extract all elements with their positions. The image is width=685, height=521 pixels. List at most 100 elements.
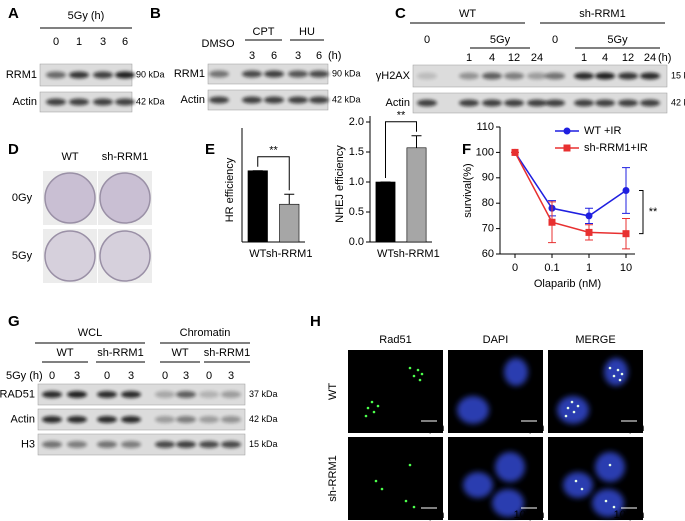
focus	[364, 414, 368, 418]
marker	[585, 212, 593, 220]
blot-label: Actin	[13, 96, 37, 108]
focus	[576, 404, 580, 408]
group-label: WT	[56, 347, 73, 359]
group-label: sh-RRM1	[204, 347, 250, 359]
band	[527, 99, 547, 107]
row-label: 5Gy	[12, 250, 33, 262]
focus	[366, 406, 370, 410]
marker	[548, 218, 556, 226]
series-line	[514, 151, 627, 217]
blot-label: Actin	[386, 97, 410, 109]
band	[264, 96, 284, 104]
blot-size: 15 kDa	[249, 439, 278, 449]
blot-size: 15 kDa	[671, 70, 685, 80]
column-label: MERGE	[575, 334, 615, 346]
focus	[604, 499, 608, 503]
y-tick-label: 1.0	[349, 176, 364, 188]
column-label: sh-RRM1	[102, 151, 148, 163]
dose-label: 0	[424, 34, 430, 46]
y-tick-label: 80	[482, 197, 494, 209]
bar	[375, 181, 396, 243]
lane-label: 4	[602, 52, 608, 64]
x-tick-label: sh-RRM1	[266, 248, 312, 260]
focus	[412, 505, 416, 509]
y-tick-label: 2.0	[349, 116, 364, 128]
band	[93, 71, 113, 79]
x-tick-label: 0	[512, 262, 518, 274]
scale-bar-label: 10 μm	[414, 422, 445, 434]
focus	[612, 505, 616, 509]
band	[221, 441, 241, 448]
lane-label: 1	[581, 52, 587, 64]
control: DMSO	[202, 38, 235, 50]
blot-size: 42 kDa	[332, 94, 361, 104]
band	[504, 72, 524, 80]
band	[121, 391, 141, 398]
blot-size: 42 kDa	[671, 97, 685, 107]
y-tick-label: 0.5	[349, 206, 364, 218]
group-label: WT	[459, 8, 476, 20]
band	[527, 72, 547, 80]
scale-bar-label: 10 μm	[514, 422, 545, 434]
blot-label: H3	[21, 438, 35, 450]
significance-bracket	[639, 190, 644, 235]
lane-label: 0	[49, 370, 55, 382]
annotation: **	[397, 110, 406, 122]
blot-size: 42 kDa	[249, 414, 278, 424]
dose-label: 0	[552, 34, 558, 46]
significance-bracket	[257, 156, 290, 191]
band	[545, 99, 565, 107]
band	[482, 99, 502, 107]
y-axis-label: NHEJ efficiency	[334, 145, 346, 223]
panel-label: H	[310, 313, 321, 330]
blot	[37, 433, 246, 456]
band	[199, 441, 219, 448]
x-tick-label: WT	[249, 248, 266, 260]
lane-label: 1	[76, 36, 82, 48]
focus	[380, 487, 384, 491]
band	[288, 96, 308, 104]
legend-marker	[563, 127, 571, 135]
micrograph	[348, 350, 443, 433]
panel-label: C	[395, 5, 406, 22]
dose-label: 5Gy	[490, 34, 511, 46]
panel-label: D	[8, 141, 19, 158]
panel-label: F	[462, 141, 471, 158]
scale-bar-label: 10 μm	[514, 509, 545, 521]
x-tick-label: 1	[586, 262, 592, 274]
focus	[408, 463, 412, 467]
band	[67, 441, 87, 448]
nucleus	[492, 489, 524, 517]
dish	[44, 172, 96, 224]
blot	[37, 408, 246, 431]
band	[221, 391, 241, 398]
blot-label: Actin	[11, 413, 35, 425]
lane-label: 0	[53, 36, 59, 48]
lane-label: 3	[228, 370, 234, 382]
group-label: CPT	[253, 26, 275, 38]
band	[309, 70, 329, 78]
lane-label: 12	[622, 52, 634, 64]
lane-label: 6	[271, 50, 277, 62]
band	[121, 416, 141, 423]
band	[67, 416, 87, 423]
band	[221, 416, 241, 423]
y-tick-label: 110	[476, 121, 494, 133]
nucleus	[592, 489, 624, 517]
focus	[580, 487, 584, 491]
band	[482, 72, 502, 80]
lane-label: 3	[128, 370, 134, 382]
error-bar	[411, 135, 422, 148]
focus	[612, 374, 616, 378]
band	[209, 70, 229, 78]
row-label: sh-RRM1	[327, 455, 339, 501]
band	[176, 441, 196, 448]
band	[93, 98, 113, 106]
series-line	[514, 152, 627, 235]
band	[574, 72, 594, 80]
blot-label: Actin	[181, 94, 205, 106]
focus	[418, 378, 422, 382]
focus	[570, 400, 574, 404]
band	[417, 72, 437, 80]
